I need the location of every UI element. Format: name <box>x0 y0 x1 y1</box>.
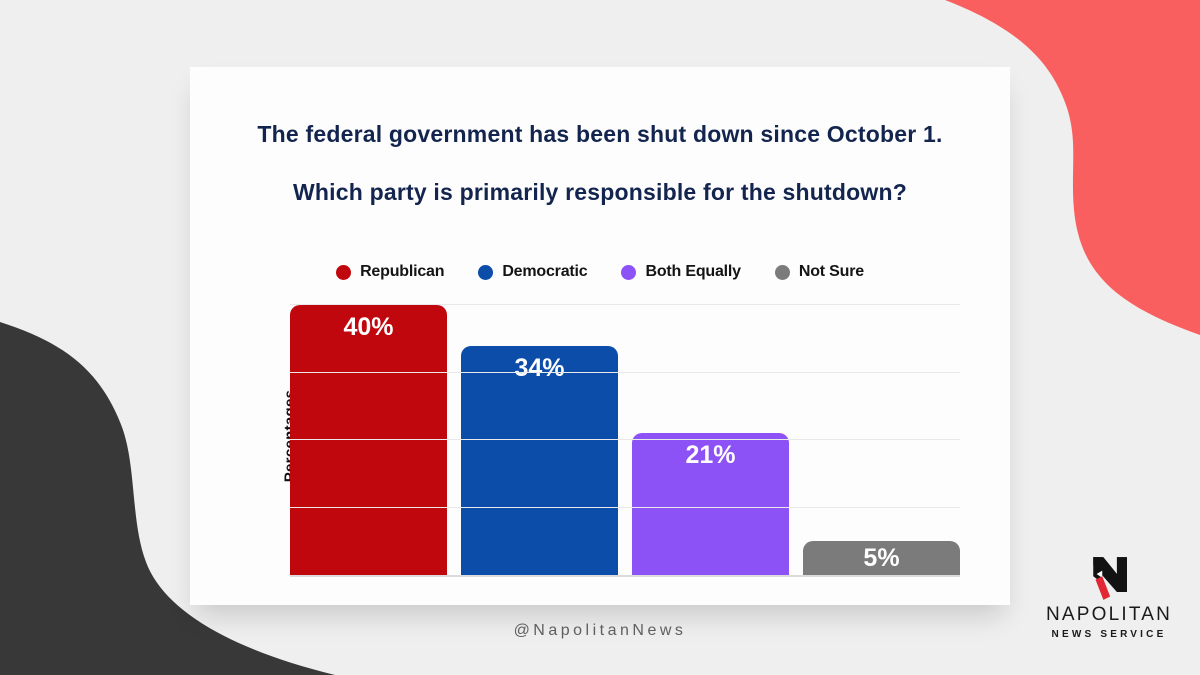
brand-logo: NAPOLITAN NEWS SERVICE <box>1038 556 1180 640</box>
legend-dot-icon <box>336 264 352 280</box>
chart-plot-wrap: Percentages 40%34%21%5% <box>282 295 960 577</box>
chart-card: The federal government has been shut dow… <box>190 67 1010 605</box>
legend-label: Republican <box>360 263 445 280</box>
chart-title-line1: The federal government has been shut dow… <box>257 121 943 147</box>
plot-area: 40% 34% 21% 5% <box>290 295 960 577</box>
bar-value-label: 5% <box>863 544 900 573</box>
bar-value-label: 40% <box>343 313 394 341</box>
legend-dot-icon <box>774 264 790 280</box>
bar-republican: 40% <box>290 305 447 575</box>
gridline-20 <box>290 439 960 440</box>
bar-value-label: 21% <box>685 441 736 470</box>
bar-democratic: 34% <box>461 345 618 575</box>
legend-item-both-equally: Both Equally <box>621 263 741 281</box>
logo-name: NAPOLITAN <box>1045 604 1173 625</box>
legend-item-democratic: Democratic <box>478 263 588 281</box>
social-handle: @NapolitanNews <box>513 622 687 639</box>
bar-not-sure: 5% <box>803 541 960 575</box>
legend-label: Not Sure <box>798 263 864 280</box>
gridline-40 <box>290 304 960 305</box>
legend-label: Democratic <box>502 263 588 280</box>
chart-title-line2: Which party is primarily responsible for… <box>293 179 907 205</box>
bar-value-label: 34% <box>514 353 565 382</box>
napolitan-n-icon <box>1093 557 1127 600</box>
legend-label: Both Equally <box>645 263 741 280</box>
coral-blob <box>945 0 1200 335</box>
logo-subtitle: NEWS SERVICE <box>1051 628 1167 640</box>
legend-dot-icon <box>621 264 637 280</box>
chart-legend: Republican Democratic Both Equally Not Sure <box>190 263 1010 281</box>
gridline-10 <box>290 506 960 508</box>
bars-container: 40% 34% 21% 5% <box>290 295 960 575</box>
legend-item-republican: Republican <box>336 263 445 281</box>
legend-dot-icon <box>478 264 494 280</box>
legend-item-not-sure: Not Sure <box>774 263 864 281</box>
gridline-30 <box>290 371 960 373</box>
dark-blob <box>0 322 335 675</box>
bar-both-equally: 21% <box>632 433 789 575</box>
